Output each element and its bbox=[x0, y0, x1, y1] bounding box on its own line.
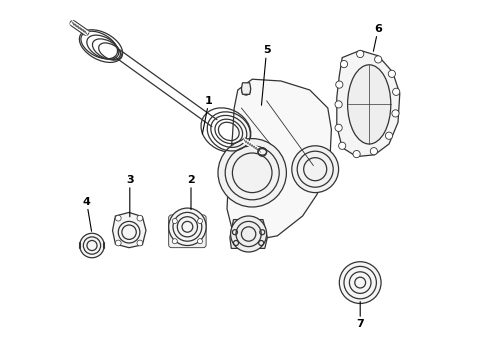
Circle shape bbox=[339, 262, 381, 303]
Text: 4: 4 bbox=[83, 197, 92, 231]
Circle shape bbox=[231, 216, 267, 252]
Text: 1: 1 bbox=[202, 96, 213, 134]
Circle shape bbox=[392, 110, 399, 117]
Polygon shape bbox=[337, 50, 400, 157]
Circle shape bbox=[172, 239, 177, 244]
Polygon shape bbox=[242, 83, 251, 94]
Circle shape bbox=[197, 239, 202, 244]
Circle shape bbox=[357, 50, 364, 58]
Circle shape bbox=[242, 86, 250, 95]
Polygon shape bbox=[113, 212, 146, 248]
Circle shape bbox=[197, 219, 202, 224]
Circle shape bbox=[388, 70, 395, 77]
Circle shape bbox=[172, 219, 177, 224]
Circle shape bbox=[374, 56, 382, 63]
Circle shape bbox=[218, 139, 286, 207]
Text: 7: 7 bbox=[356, 302, 364, 329]
FancyBboxPatch shape bbox=[169, 215, 206, 248]
Circle shape bbox=[392, 88, 400, 95]
Circle shape bbox=[137, 215, 143, 221]
Circle shape bbox=[335, 124, 342, 131]
Circle shape bbox=[370, 148, 377, 155]
Circle shape bbox=[341, 60, 347, 68]
Text: 2: 2 bbox=[187, 175, 195, 210]
Circle shape bbox=[386, 132, 392, 139]
Circle shape bbox=[353, 150, 360, 158]
Text: 3: 3 bbox=[126, 175, 134, 217]
Circle shape bbox=[118, 221, 140, 243]
Circle shape bbox=[292, 146, 339, 193]
Circle shape bbox=[339, 142, 346, 149]
Circle shape bbox=[335, 101, 342, 108]
Polygon shape bbox=[227, 79, 331, 241]
Circle shape bbox=[116, 215, 121, 221]
Circle shape bbox=[336, 81, 343, 88]
Circle shape bbox=[169, 208, 206, 246]
Text: 6: 6 bbox=[373, 24, 382, 51]
Circle shape bbox=[137, 240, 143, 246]
Text: 5: 5 bbox=[262, 45, 270, 105]
Polygon shape bbox=[230, 220, 268, 248]
Ellipse shape bbox=[347, 65, 391, 144]
Circle shape bbox=[116, 240, 121, 246]
Circle shape bbox=[80, 233, 104, 258]
